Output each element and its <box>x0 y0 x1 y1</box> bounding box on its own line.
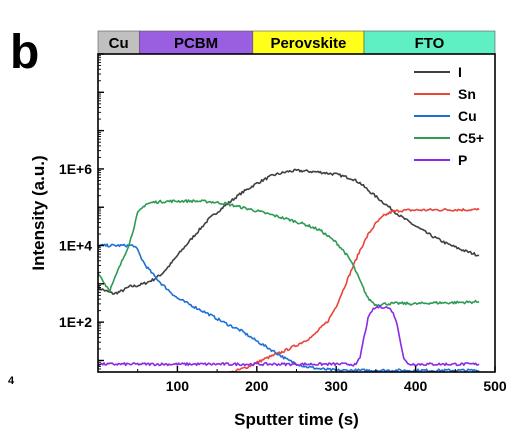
y-tick-label-2: 1E+6 <box>59 161 92 177</box>
y-axis: 1E+2 1E+4 1E+6 <box>59 53 104 370</box>
layer-label-0: Cu <box>109 35 129 52</box>
y-tick-label-0: 1E+2 <box>59 314 92 330</box>
series-lines <box>98 168 480 372</box>
legend: I Sn Cu C5+ P <box>414 64 484 168</box>
layer-label-3: FTO <box>415 35 445 52</box>
x-tick-label-1: 200 <box>245 378 269 394</box>
x-tick-label-3: 400 <box>404 378 428 394</box>
legend-label-0: I <box>458 64 462 80</box>
layer-label-1: PCBM <box>174 35 218 52</box>
y-tick-label-1: 1E+4 <box>59 238 92 254</box>
x-tick-label-2: 300 <box>325 378 349 394</box>
series-line-p <box>98 304 480 367</box>
x-axis-label: Sputter time (s) <box>234 410 359 429</box>
series-line-sn <box>228 207 480 372</box>
panel-label: b <box>10 26 39 79</box>
x-axis: 100 200 300 400 500 <box>137 366 507 394</box>
series-line-c5 <box>98 199 480 307</box>
y-axis-label: Intensity (a.u.) <box>29 155 48 270</box>
legend-label-3: C5+ <box>458 130 484 146</box>
x-tick-label-0: 100 <box>166 378 190 394</box>
plot-frame <box>97 53 496 373</box>
series-line-i <box>98 168 480 295</box>
legend-label-4: P <box>458 152 467 168</box>
layer-bands: Cu PCBM Perovskite FTO <box>97 30 496 55</box>
corner-mark: 4 <box>8 375 15 387</box>
series-line-cu <box>98 243 480 372</box>
layer-label-2: Perovskite <box>270 35 346 52</box>
x-tick-label-4: 500 <box>483 378 507 394</box>
legend-label-2: Cu <box>458 108 477 124</box>
legend-label-1: Sn <box>458 86 476 102</box>
